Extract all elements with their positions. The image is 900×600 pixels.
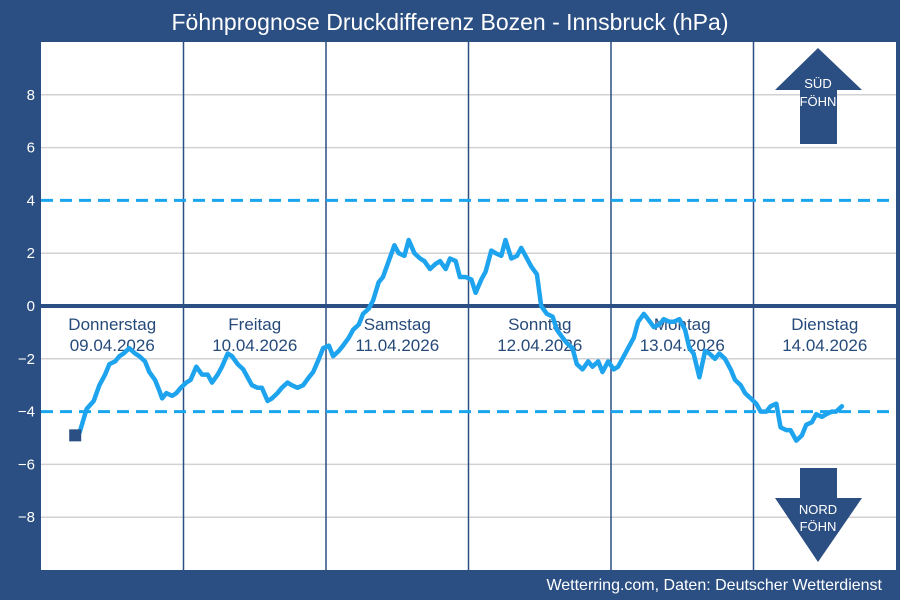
nord-foehn-arrow: [775, 468, 862, 562]
day-name: Sonntag: [508, 315, 571, 334]
day-name: Samstag: [364, 315, 431, 334]
y-tick-label: −2: [18, 351, 35, 368]
y-tick-label: 4: [27, 192, 35, 209]
nord-label: NORD: [799, 502, 837, 517]
sued-label: SÜD: [804, 76, 831, 91]
sued-foehn-arrow: [775, 48, 862, 144]
nord-foehn-label: FÖHN: [800, 519, 837, 534]
threshold-lines: [41, 198, 896, 414]
y-tick-label: 0: [27, 298, 35, 315]
day-name: Donnerstag: [68, 315, 156, 334]
y-tick-label: 6: [27, 140, 35, 157]
day-date: 14.04.2026: [782, 336, 867, 355]
chart-title: Föhnprognose Druckdifferenz Bozen - Inns…: [172, 9, 729, 35]
series-group: [69, 237, 845, 443]
y-axis-ticks: 8 6 4 2 0 −2 −4 −6 −8: [18, 87, 35, 526]
y-tick-label: 8: [27, 87, 35, 104]
day-name: Dienstag: [791, 315, 858, 334]
series-line: [72, 237, 845, 443]
y-tick-label: −4: [18, 404, 35, 421]
day-date: 11.04.2026: [355, 336, 439, 355]
footer-credit: Wetterring.com, Daten: Deutscher Wetterd…: [546, 577, 882, 594]
day-date: 12.04.2026: [497, 336, 582, 355]
y-tick-label: 2: [27, 245, 35, 262]
day-date: 10.04.2026: [212, 336, 297, 355]
day-date: 09.04.2026: [70, 336, 155, 355]
y-tick-label: −6: [18, 456, 35, 473]
day-date: 13.04.2026: [640, 336, 725, 355]
foehn-arrows: SÜD FÖHN NORD FÖHN: [775, 48, 862, 562]
y-tick-label: −8: [18, 509, 35, 526]
sued-foehn-label: FÖHN: [800, 94, 837, 109]
series-start-marker: [69, 429, 82, 442]
day-name: Freitag: [228, 315, 281, 334]
